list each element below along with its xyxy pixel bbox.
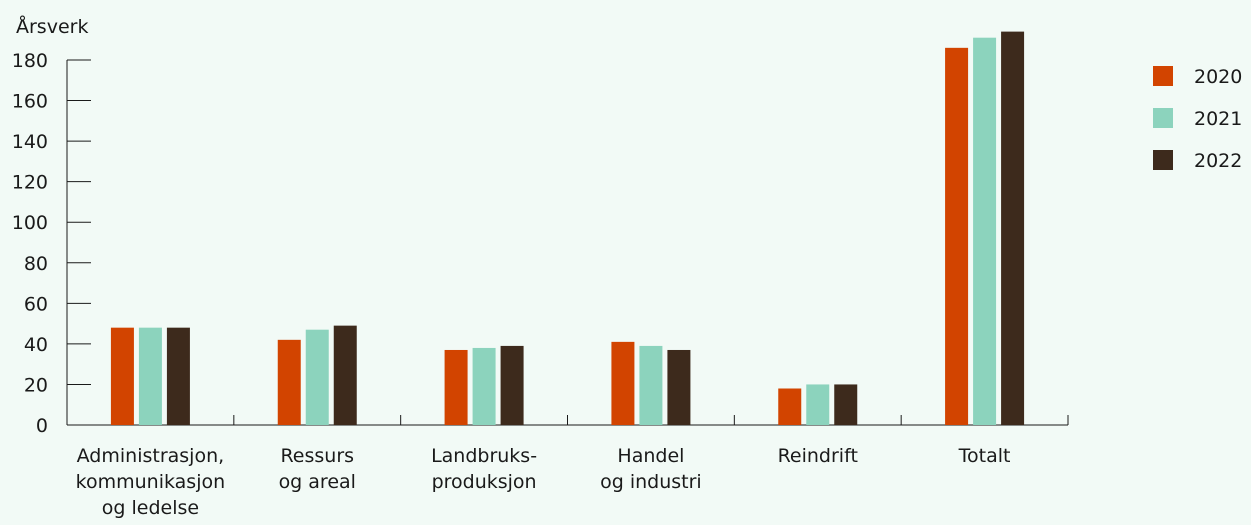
category-label: Totalt bbox=[958, 445, 1011, 467]
y-tick-label: 180 bbox=[12, 50, 48, 72]
bar-2021-cat-0 bbox=[138, 327, 162, 425]
legend-label-2022: 2022 bbox=[1194, 150, 1242, 172]
y-tick-label: 120 bbox=[12, 172, 48, 194]
legend-label-2021: 2021 bbox=[1194, 108, 1242, 130]
y-tick-label: 80 bbox=[24, 253, 48, 275]
bar-2021-cat-1 bbox=[305, 329, 329, 425]
category-label: Administrasjon, bbox=[77, 445, 225, 467]
legend: 2020 2021 2022 bbox=[1153, 66, 1242, 172]
bar-2022-cat-4 bbox=[834, 384, 858, 425]
category-labels: Administrasjon, kommunikasjon og ledelse Re… bbox=[76, 445, 1011, 519]
legend-swatch-2022 bbox=[1153, 150, 1173, 170]
category-label: Ressurs bbox=[280, 445, 354, 467]
bar-2020-cat-3 bbox=[611, 341, 635, 425]
bar-2022-cat-1 bbox=[333, 325, 357, 425]
y-tick-label: 40 bbox=[24, 334, 48, 356]
category-label: kommunikasjon bbox=[76, 471, 226, 493]
bar-2021-cat-4 bbox=[806, 384, 830, 425]
bar-2020-cat-4 bbox=[778, 388, 802, 425]
bar-2021-cat-5 bbox=[973, 37, 997, 425]
y-tick-label: 100 bbox=[12, 212, 48, 234]
bar-2020-cat-1 bbox=[277, 339, 301, 425]
y-tick-label: 20 bbox=[24, 374, 48, 396]
x-axis bbox=[67, 415, 1069, 426]
y-axis-label: Årsverk bbox=[16, 15, 88, 38]
category-label: Handel bbox=[617, 445, 684, 467]
bar-2021-cat-3 bbox=[639, 345, 663, 425]
bar-2022-cat-3 bbox=[667, 349, 691, 425]
bar-2022-cat-0 bbox=[166, 327, 190, 425]
category-label: Reindrift bbox=[778, 445, 858, 467]
category-label: og ledelse bbox=[102, 497, 199, 519]
category-label: og areal bbox=[279, 471, 356, 493]
bar-2022-cat-2 bbox=[500, 345, 524, 425]
bar-2020-cat-5 bbox=[945, 47, 969, 425]
legend-label-2020: 2020 bbox=[1194, 66, 1242, 88]
y-tick-label: 60 bbox=[24, 293, 48, 315]
category-label: og industri bbox=[600, 471, 702, 493]
bars bbox=[110, 31, 1025, 425]
y-tick-label: 160 bbox=[12, 91, 48, 113]
bar-2020-cat-2 bbox=[444, 349, 468, 425]
y-tick-label: 140 bbox=[12, 131, 48, 153]
legend-swatch-2021 bbox=[1153, 108, 1173, 128]
y-axis: 0 20 40 60 80 100 120 140 160 180 bbox=[12, 50, 91, 437]
bar-2022-cat-5 bbox=[1001, 31, 1025, 425]
y-tick-label: 0 bbox=[36, 415, 48, 437]
category-label: Landbruks- bbox=[431, 445, 537, 467]
legend-swatch-2020 bbox=[1153, 66, 1173, 86]
bar-2021-cat-2 bbox=[472, 347, 496, 425]
bar-2020-cat-0 bbox=[110, 327, 134, 425]
category-label: produksjon bbox=[432, 471, 537, 493]
